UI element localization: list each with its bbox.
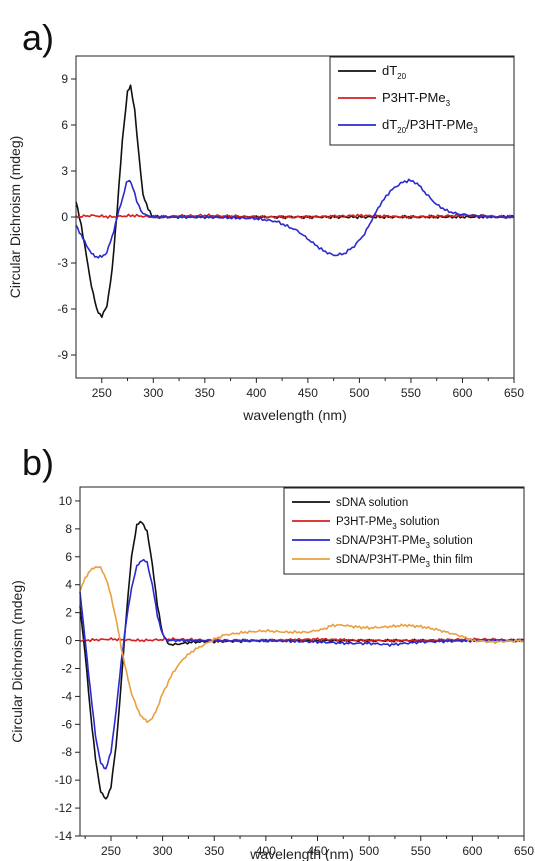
x-tick-label: 500: [359, 844, 379, 858]
legend-entry-subscript: 3: [446, 99, 451, 108]
y-tick-label: 8: [65, 522, 72, 536]
x-tick-label: 550: [401, 386, 421, 400]
legend-entry-subscript: 3: [425, 560, 430, 569]
y-tick-label: -14: [55, 829, 73, 843]
panel-a-series: [75, 84, 515, 319]
legend-entry-tail: solution: [430, 535, 473, 547]
panel-b-x-axis-label: wavelength (nm): [249, 846, 354, 861]
x-tick-label: 400: [246, 386, 266, 400]
panel-b-axes: 250 300 350 400 450 500 550 600 650 -14 -12 -10 -8 -6…: [55, 494, 535, 858]
legend-entry-text: dT: [382, 63, 397, 78]
legend-entry: sDNA solution: [336, 497, 408, 509]
legend-entry: dT20/P3HT-PMe3: [382, 117, 478, 135]
x-tick-label: 300: [153, 844, 173, 858]
y-tick-label: -3: [57, 256, 68, 270]
y-tick-label: 3: [61, 164, 68, 178]
x-tick-label: 450: [298, 386, 318, 400]
legend-entry-tail: solution: [397, 516, 440, 528]
legend-entry-text: P3HT-PMe: [382, 90, 446, 105]
y-tick-label: 9: [61, 72, 68, 86]
legend-entry: sDNA/P3HT-PMe3 thin film: [336, 554, 473, 569]
y-tick-label: 0: [65, 634, 72, 648]
legend-entry-tail: /P3HT-PMe: [406, 117, 473, 132]
chart-panel-b: 250 300 350 400 450 500 550 600 650 -14 -12 -10 -8 -6…: [9, 486, 535, 861]
x-tick-label: 600: [452, 386, 472, 400]
x-tick-label: 400: [256, 844, 276, 858]
y-tick-label: 6: [65, 550, 72, 564]
panel-b-label: b): [22, 442, 54, 483]
legend-entry-text: sDNA/P3HT-PMe: [336, 535, 425, 547]
y-tick-label: -9: [57, 348, 68, 362]
legend-entry-text: sDNA solution: [336, 497, 408, 509]
panel-b-series: [79, 520, 525, 800]
legend-entry-tail: thin film: [430, 554, 473, 566]
y-tick-label: 6: [61, 118, 68, 132]
y-tick-label: -6: [61, 717, 72, 731]
x-tick-label: 650: [514, 844, 534, 858]
legend-entry-subscript: 3: [392, 522, 397, 531]
series-line-3: [79, 558, 525, 770]
legend-entry-subscript: 3: [473, 126, 478, 135]
legend-entry-subscript: 3: [425, 541, 430, 550]
y-tick-label: -6: [57, 302, 68, 316]
x-tick-label: 650: [504, 386, 524, 400]
legend-entry-text: dT: [382, 117, 397, 132]
legend-entry-text: sDNA/P3HT-PMe: [336, 554, 425, 566]
x-tick-label: 250: [101, 844, 121, 858]
series-line-2: [75, 213, 515, 220]
x-tick-label: 500: [349, 386, 369, 400]
legend-entry-subscript: 20: [397, 126, 406, 135]
legend-entry: dT20: [382, 63, 407, 81]
panel-a-y-axis-label: Circular Dichroism (mdeg): [7, 136, 23, 299]
x-tick-label: 300: [143, 386, 163, 400]
panel-a-x-axis-label: wavelength (nm): [242, 407, 347, 423]
y-tick-label: 2: [65, 606, 72, 620]
y-tick-label: -10: [55, 773, 73, 787]
y-tick-label: 4: [65, 578, 72, 592]
panel-a-frame: [75, 55, 515, 379]
panel-a-axes: 250 300 350 400 450 500 550 600 650 -9 -6 -3 0 3 6 9: [57, 72, 524, 400]
chart-panel-a: 250 300 350 400 450 500 550 600 650 -9 -6 -3 0 3 6 9 dT…: [7, 55, 524, 423]
x-tick-label: 350: [195, 386, 215, 400]
x-tick-label: 550: [411, 844, 431, 858]
x-tick-label: 350: [204, 844, 224, 858]
legend-entry-subscript: 20: [397, 72, 406, 81]
legend-entry-text: P3HT-PMe: [336, 516, 392, 528]
legend-entry: P3HT-PMe3 solution: [336, 516, 440, 531]
x-tick-label: 250: [92, 386, 112, 400]
series-line-2: [79, 637, 525, 643]
y-tick-label: 10: [59, 494, 73, 508]
legend-entry: P3HT-PMe3: [382, 90, 451, 108]
y-tick-label: -12: [55, 801, 73, 815]
y-tick-label: -4: [61, 689, 72, 703]
y-tick-label: -8: [61, 745, 72, 759]
y-tick-label: 0: [61, 210, 68, 224]
panel-b-y-axis-label: Circular Dichroism (mdeg): [9, 580, 25, 743]
series-line-3: [75, 178, 515, 259]
panel-a-label: a): [22, 17, 54, 58]
x-tick-label: 450: [307, 844, 327, 858]
x-tick-label: 600: [462, 844, 482, 858]
legend-entry: sDNA/P3HT-PMe3 solution: [336, 535, 473, 550]
series-line-4: [79, 565, 525, 724]
panel-b-frame: [79, 486, 525, 837]
y-tick-label: -2: [61, 661, 72, 675]
